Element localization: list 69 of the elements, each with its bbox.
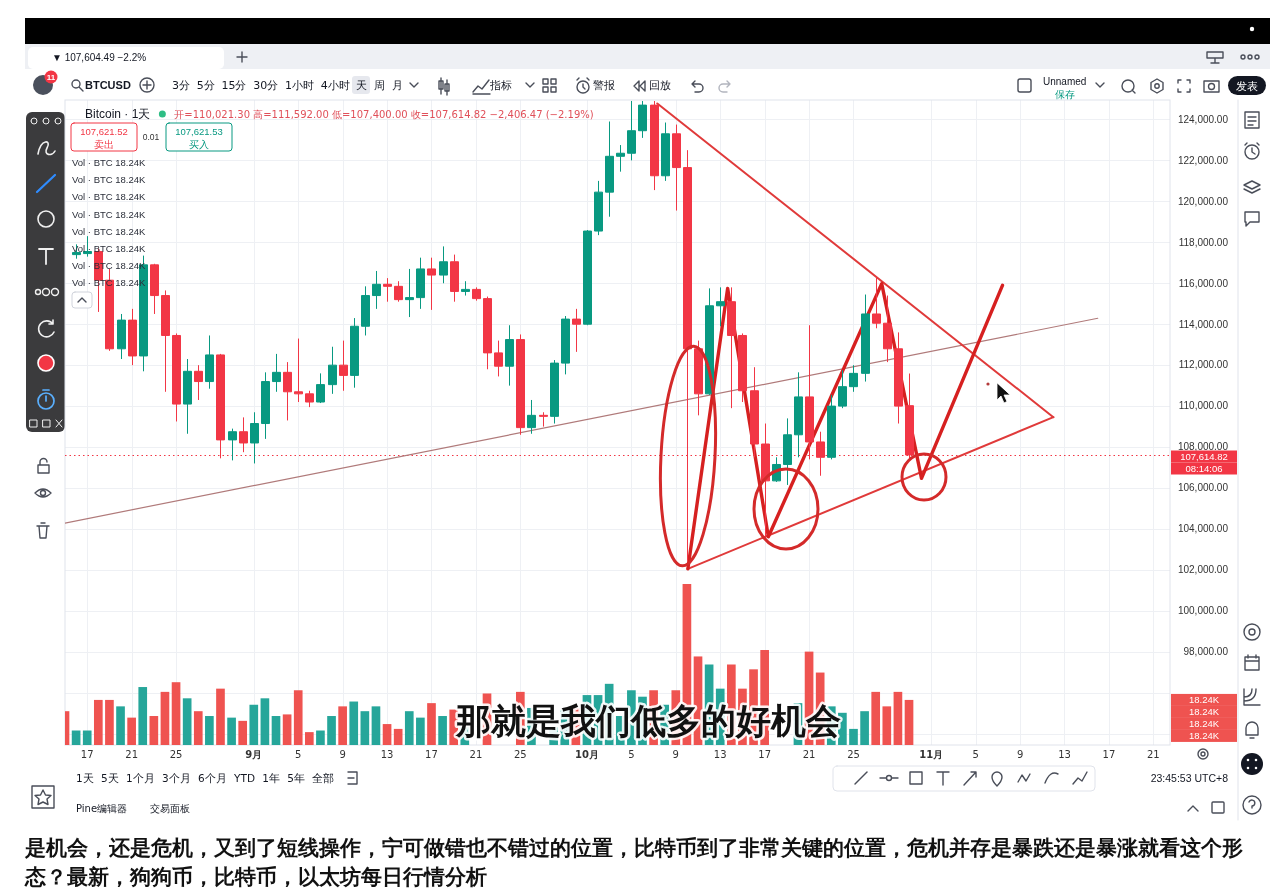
y-tick-label: 122,000.00 bbox=[1177, 154, 1229, 166]
text: Bitcoin · 1天 bbox=[85, 107, 151, 121]
y-tick-label: 98,000.00 bbox=[1183, 646, 1229, 658]
text: 发表 bbox=[1236, 80, 1258, 93]
y-tick-label: 102,000.00 bbox=[1177, 564, 1229, 576]
y-tick-label: 116,000.00 bbox=[1178, 277, 1229, 289]
annotation: 107,621.53 bbox=[175, 126, 223, 137]
text: 18.24K bbox=[1188, 730, 1220, 742]
x-tick-label: 5 bbox=[628, 749, 635, 760]
x-tick-label: 11月 bbox=[919, 749, 944, 760]
x-tick-label: 25 bbox=[847, 749, 860, 760]
x-tick-label: 25 bbox=[169, 749, 183, 760]
text: 开=110,021.30 高=111,592.00 低=107,400.00 收=107,614.82 −2,406.47 (−2.19%) bbox=[174, 109, 594, 120]
y-tick-label: 118,000.00 bbox=[1178, 236, 1229, 248]
text: ▼ 107,604.49 −2.2% bbox=[52, 52, 147, 63]
text: 18.24K bbox=[1188, 694, 1220, 706]
x-tick-label: 5 bbox=[295, 749, 302, 760]
y-tick-label: 106,000.00 bbox=[1177, 482, 1229, 494]
text: 08:14:06 bbox=[1185, 463, 1223, 474]
x-tick-label: 5 bbox=[972, 749, 979, 760]
text: Pine编辑器 bbox=[76, 803, 128, 814]
text: 警报 bbox=[593, 79, 615, 92]
annotation: 买入 bbox=[189, 138, 209, 150]
annotation: 107,621.52 bbox=[80, 126, 128, 137]
x-tick-label: 13 bbox=[1058, 749, 1071, 760]
x-tick-label: 13 bbox=[713, 749, 727, 760]
text: 交易面板 bbox=[150, 803, 190, 814]
text: 是机会，还是危机，又到了短线操作，宁可做错也不错过的位置，比特币到了非常关键的位置，危机并存是暴跌还是暴涨就看这个形态？最新，狗狗币，比特币，以太坊每日行情分析 bbox=[25, 835, 1244, 891]
x-tick-label: 25 bbox=[513, 749, 527, 760]
x-tick-label: 21 bbox=[1146, 749, 1160, 760]
annotation: Vol · BTC 18.24K bbox=[72, 208, 147, 220]
x-tick-label: 17 bbox=[758, 749, 772, 760]
annotation: 卖出 bbox=[94, 138, 114, 150]
x-tick-label: 9月 bbox=[245, 749, 263, 760]
annotation: Vol · BTC 18.24K bbox=[72, 191, 147, 203]
y-tick-label: 108,000.00 bbox=[1177, 441, 1229, 453]
annotation: Vol · BTC 18.24K bbox=[72, 157, 147, 168]
text: BTCUSD bbox=[85, 79, 131, 91]
ref-line-label: 107,614.82 bbox=[1180, 451, 1228, 462]
x-tick-label: 17 bbox=[80, 749, 94, 760]
y-tick-label: 112,000.00 bbox=[1178, 359, 1229, 371]
x-tick-label: 13 bbox=[380, 749, 394, 760]
x-tick-label: 17 bbox=[425, 749, 438, 760]
y-tick-label: 104,000.00 bbox=[1177, 523, 1229, 535]
x-tick-label: 21 bbox=[125, 749, 138, 760]
y-tick-label: 100,000.00 bbox=[1177, 605, 1229, 617]
text: 18.24K bbox=[1188, 718, 1220, 730]
text: Unnamed bbox=[1043, 76, 1087, 87]
text: 23:45:53 UTC+8 bbox=[1150, 772, 1229, 784]
x-tick-label: 9 bbox=[672, 749, 679, 760]
text: 回放 bbox=[649, 79, 671, 92]
x-tick-label: 9 bbox=[1016, 749, 1024, 760]
y-tick-label: 114,000.00 bbox=[1178, 318, 1229, 330]
y-tick-label: 120,000.00 bbox=[1177, 195, 1229, 207]
y-tick-label: 110,000.00 bbox=[1178, 400, 1229, 412]
x-tick-label: 21 bbox=[802, 749, 816, 760]
x-tick-label: 17 bbox=[1102, 749, 1116, 760]
text: 指标 bbox=[489, 79, 512, 92]
annotation: Vol · BTC 18.24K bbox=[72, 174, 147, 186]
text: 3分 5分 15分 30分 1小时 4小时 天 周 月 bbox=[172, 79, 403, 92]
text: 保存 bbox=[1055, 88, 1075, 100]
annotation: 0.01 bbox=[142, 132, 160, 142]
annotation: Vol · BTC 18.24K bbox=[72, 225, 147, 237]
text: 18.24K bbox=[1188, 706, 1220, 718]
x-tick-label: 9 bbox=[339, 749, 346, 760]
x-tick-label: 10月 bbox=[575, 749, 599, 760]
text: 1天 5天 1个月 3个月 6个月 YTD 1年 5年 全部 bbox=[76, 772, 335, 784]
y-tick-label: 124,000.00 bbox=[1177, 113, 1229, 125]
x-tick-label: 21 bbox=[469, 749, 483, 760]
